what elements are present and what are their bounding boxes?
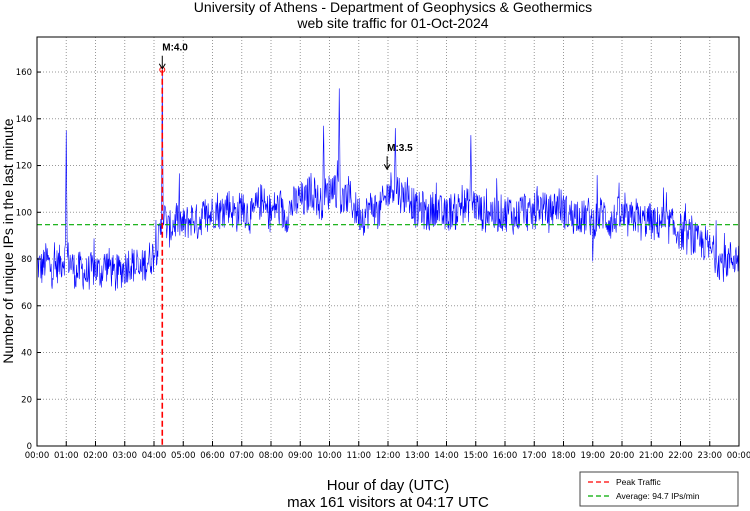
- annotation-label: M:4.0: [162, 43, 188, 54]
- annotations: M:4.0 M:3.5: [158, 43, 413, 171]
- grid: [37, 37, 739, 446]
- x-tick-label: 05:00: [171, 451, 196, 461]
- x-axis-label: Hour of day (UTC): [327, 477, 450, 494]
- annotation-label: M:3.5: [387, 143, 413, 154]
- y-tick-label: 20: [21, 395, 32, 405]
- legend-peak-label: Peak Traffic: [616, 477, 661, 487]
- x-tick-label: 00:00: [25, 451, 50, 461]
- x-tick-label: 06:00: [200, 451, 225, 461]
- y-tick-label: 160: [16, 68, 32, 78]
- x-ticks: 00:00 01:00 02:00 03:00 04:00 05:00 06:00 07:00…: [25, 441, 750, 461]
- x-tick-label: 20:00: [610, 451, 635, 461]
- annotation-arrow-head: [383, 163, 391, 171]
- x-tick-label: 13:00: [405, 451, 430, 461]
- x-tick-label: 17:00: [522, 451, 547, 461]
- x-tick-label: 09:00: [288, 451, 313, 461]
- x-tick-label: 23:00: [698, 451, 723, 461]
- y-tick-label: 140: [16, 115, 32, 125]
- y-tick-label: 120: [16, 162, 32, 172]
- y-axis-label: Number of unique IPs in the last minute: [0, 118, 16, 363]
- chart-title: University of Athens - Department of Geo…: [194, 0, 592, 15]
- y-tick-label: 60: [21, 302, 32, 312]
- x-tick-label: 16:00: [493, 451, 518, 461]
- x-tick-label: 02:00: [83, 451, 108, 461]
- x-tick-label: 10:00: [317, 451, 342, 461]
- y-tick-label: 40: [21, 349, 32, 359]
- x-axis-sublabel: max 161 visitors at 04:17 UTC: [287, 494, 489, 511]
- x-tick-label: 07:00: [230, 451, 255, 461]
- y-tick-label: 100: [16, 208, 32, 218]
- y-tick-label: 0: [27, 442, 32, 452]
- x-tick-label: 04:00: [142, 451, 167, 461]
- legend-average-label: Average: 94.7 IPs/min: [616, 491, 700, 501]
- x-tick-label: 19:00: [581, 451, 606, 461]
- x-tick-label: 03:00: [113, 451, 138, 461]
- x-tick-label: 18:00: [551, 451, 576, 461]
- x-tick-label: 14:00: [434, 451, 459, 461]
- x-tick-label: 11:00: [347, 451, 372, 461]
- x-tick-label: 01:00: [54, 451, 79, 461]
- x-tick-label: 00:00: [727, 451, 750, 461]
- series-polyline: [36, 69, 740, 291]
- legend-box: [579, 471, 739, 507]
- x-tick-label: 08:00: [259, 451, 284, 461]
- x-tick-label: 22:00: [668, 451, 693, 461]
- y-tick-label: 80: [21, 255, 32, 265]
- x-tick-label: 12:00: [376, 451, 401, 461]
- legend: Peak Traffic Average: 94.7 IPs/min: [579, 471, 739, 507]
- chart-subtitle: web site traffic for 01-Oct-2024: [296, 15, 488, 31]
- series-line: [36, 69, 740, 291]
- y-ticks: 0 20 40 60 80 100 120 140 160: [16, 68, 41, 452]
- annotation-arrow-head: [158, 63, 166, 70]
- x-tick-label: 21:00: [639, 451, 664, 461]
- x-tick-label: 15:00: [464, 451, 489, 461]
